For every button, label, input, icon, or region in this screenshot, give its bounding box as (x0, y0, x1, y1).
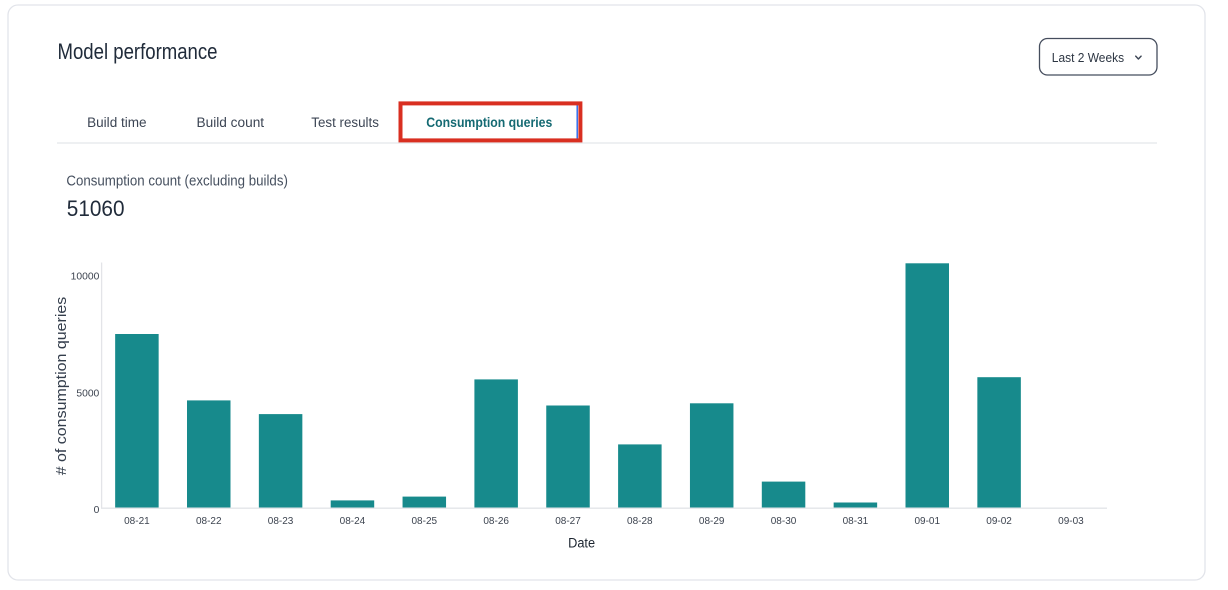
svg-text:08-29: 08-29 (699, 516, 725, 527)
svg-text:Build time: Build time (87, 115, 146, 130)
svg-text:0: 0 (94, 505, 100, 516)
svg-text:08-21: 08-21 (124, 516, 150, 527)
svg-text:09-01: 09-01 (914, 516, 940, 527)
svg-text:# of consumption queries: # of consumption queries (54, 297, 70, 476)
svg-text:08-28: 08-28 (627, 516, 653, 527)
svg-text:08-23: 08-23 (268, 516, 294, 527)
svg-text:5000: 5000 (76, 388, 99, 399)
svg-text:Consumption count (excluding b: Consumption count (excluding builds) (66, 173, 288, 190)
svg-text:51060: 51060 (67, 196, 125, 221)
svg-text:08-25: 08-25 (412, 516, 438, 527)
svg-text:Model performance: Model performance (58, 39, 218, 64)
svg-text:10000: 10000 (71, 271, 100, 282)
svg-text:08-27: 08-27 (555, 516, 581, 527)
svg-text:08-30: 08-30 (771, 516, 797, 527)
svg-text:Build count: Build count (197, 115, 265, 130)
svg-text:08-24: 08-24 (340, 516, 366, 527)
svg-text:Date: Date (568, 535, 595, 550)
svg-text:Test results: Test results (311, 115, 379, 130)
svg-text:08-31: 08-31 (843, 516, 869, 527)
svg-text:08-26: 08-26 (483, 516, 509, 527)
svg-text:Consumption queries: Consumption queries (426, 115, 552, 130)
svg-text:Last 2 Weeks: Last 2 Weeks (1052, 51, 1124, 65)
svg-text:08-22: 08-22 (196, 516, 222, 527)
svg-text:09-02: 09-02 (986, 516, 1012, 527)
svg-text:09-03: 09-03 (1058, 516, 1084, 527)
